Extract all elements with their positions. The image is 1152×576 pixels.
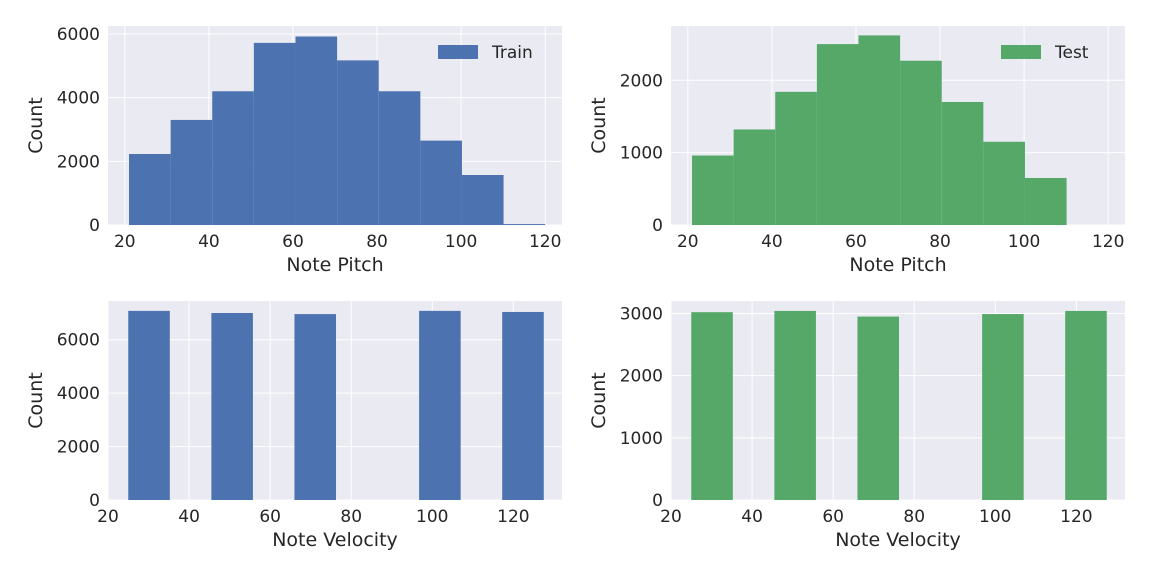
- x-tick-label: 80: [929, 232, 951, 252]
- x-tick-label: 20: [677, 232, 699, 252]
- histogram-bar: [733, 129, 776, 225]
- x-tick-label: 20: [97, 507, 119, 527]
- y-tick-label: 6000: [57, 25, 100, 45]
- histogram-bar: [941, 101, 984, 225]
- y-tick-label: 2000: [57, 438, 100, 458]
- histogram-bar: [253, 42, 296, 225]
- histogram-bar: [502, 311, 544, 500]
- x-tick-label: 80: [340, 507, 362, 527]
- x-tick-label: 100: [1008, 232, 1040, 252]
- x-tick-label: 120: [497, 507, 529, 527]
- y-tick-label: 2000: [620, 367, 663, 387]
- y-tick-label: 6000: [57, 331, 100, 351]
- histogram-bar: [420, 140, 462, 225]
- legend-swatch: [438, 45, 478, 59]
- x-tick-label: 100: [979, 507, 1011, 527]
- legend-label: Train: [491, 43, 533, 63]
- histogram-bar: [337, 60, 379, 225]
- test-pitch-histogram: 20 40 60 80 100 120 0 1000 2000 Note Pitch Count Te…: [588, 26, 1125, 276]
- histogram-bar: [378, 91, 421, 225]
- x-tick-label: 40: [198, 232, 220, 252]
- x-axis-label: Note Pitch: [849, 254, 946, 276]
- y-axis-label: Count: [588, 97, 610, 153]
- x-tick-label: 20: [114, 232, 136, 252]
- y-axis-label: Count: [25, 97, 47, 153]
- histogram-bar: [982, 314, 1024, 500]
- histogram-bar: [129, 153, 171, 225]
- x-tick-label: 100: [445, 232, 477, 252]
- histogram-bar: [816, 44, 859, 225]
- histogram-bar: [900, 60, 942, 226]
- x-axis-label: Note Velocity: [272, 529, 398, 551]
- y-tick-label: 1000: [620, 144, 663, 164]
- y-axis-label: Count: [25, 372, 47, 428]
- x-tick-label: 40: [761, 232, 783, 252]
- x-tick-label: 120: [1092, 232, 1124, 252]
- legend-label: Test: [1054, 43, 1089, 63]
- x-tick-label: 60: [259, 507, 281, 527]
- x-tick-label: 120: [529, 232, 561, 252]
- histogram-bar: [1024, 177, 1067, 225]
- x-axis-label: Note Pitch: [286, 254, 383, 276]
- histogram-bar: [857, 316, 900, 500]
- y-tick-label: 4000: [57, 384, 100, 404]
- x-tick-label: 40: [178, 507, 200, 527]
- x-tick-label: 80: [366, 232, 388, 252]
- histogram-bar: [774, 310, 816, 500]
- y-tick-label: 0: [89, 491, 100, 511]
- histogram-bar: [503, 224, 546, 225]
- histogram-bar: [128, 310, 170, 500]
- y-axis-label: Count: [588, 372, 610, 428]
- histogram-bar: [858, 35, 901, 225]
- x-tick-label: 60: [282, 232, 304, 252]
- histogram-bar: [212, 91, 254, 225]
- histogram-bar: [692, 155, 734, 225]
- histogram-bar: [211, 313, 253, 500]
- y-tick-label: 4000: [57, 89, 100, 109]
- histogram-bar: [294, 314, 337, 500]
- x-tick-label: 60: [845, 232, 867, 252]
- x-tick-label: 100: [416, 507, 448, 527]
- x-axis-label: Note Velocity: [835, 529, 961, 551]
- y-tick-label: 0: [652, 216, 663, 236]
- y-tick-label: 0: [652, 491, 663, 511]
- test-velocity-histogram: 20 40 60 80 100 120 0 1000 2000 3000 Note Velocity…: [588, 301, 1125, 551]
- histogram-bar: [419, 310, 461, 500]
- y-tick-label: 2000: [57, 152, 100, 172]
- y-tick-label: 1000: [620, 429, 663, 449]
- histogram-bar: [170, 119, 213, 225]
- x-tick-label: 60: [822, 507, 844, 527]
- y-tick-label: 2000: [620, 71, 663, 91]
- histogram-bar: [295, 36, 338, 225]
- histogram-bar: [461, 175, 504, 225]
- y-tick-label: 0: [89, 216, 100, 236]
- histogram-bar: [775, 91, 817, 225]
- y-tick-label: 3000: [620, 304, 663, 324]
- histogram-bar: [1065, 310, 1107, 500]
- x-tick-label: 120: [1060, 507, 1092, 527]
- x-tick-label: 20: [660, 507, 682, 527]
- histogram-bar: [691, 312, 733, 500]
- x-tick-label: 40: [741, 507, 763, 527]
- histogram-bar: [983, 141, 1025, 225]
- x-tick-label: 80: [903, 507, 925, 527]
- train-velocity-histogram: 20 40 60 80 100 120 0 2000 4000 6000 Note Velocity…: [25, 301, 562, 551]
- legend-swatch: [1001, 45, 1041, 59]
- train-pitch-histogram: 20 40 60 80 100 120 0 2000 4000 6000 Note Pitch Cou…: [25, 25, 562, 276]
